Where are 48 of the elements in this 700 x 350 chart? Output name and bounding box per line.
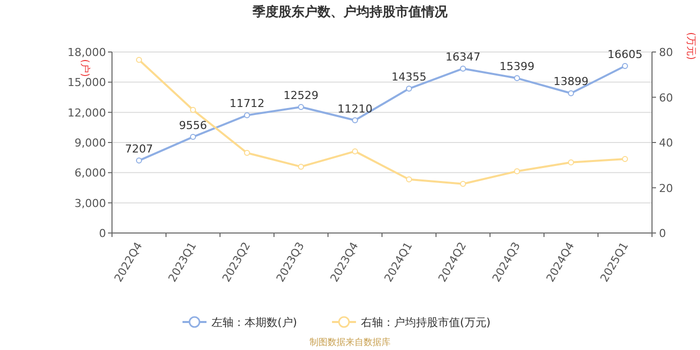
y-tick-label: 3,000	[74, 196, 106, 210]
point	[514, 168, 520, 174]
data-label: 12529	[284, 89, 318, 102]
point	[514, 75, 520, 82]
data-label: 11210	[338, 102, 372, 116]
data-label: 7207	[125, 142, 153, 156]
text: 制图数据来自数据库	[310, 337, 390, 348]
y-tick-label: 12,000	[68, 106, 106, 120]
data-label: 15399	[500, 60, 534, 74]
point	[568, 90, 574, 96]
point	[244, 150, 250, 156]
point	[190, 106, 196, 113]
point	[460, 66, 466, 72]
point	[352, 148, 358, 154]
chart-title: 季度股东户数、户均持股市值情况	[252, 4, 448, 20]
y-tick-label: 15,000	[68, 76, 106, 90]
data-label: 16347	[446, 50, 480, 64]
y-axis-title: (户)	[79, 59, 91, 77]
y-tick-label: 18,000	[68, 46, 106, 59]
y2-tick-label: 80	[659, 46, 673, 59]
point	[298, 164, 304, 170]
y2-tick-label: 40	[659, 136, 673, 150]
y-tick-label: 9,000	[74, 136, 106, 150]
y2-axis-title: (万元)	[685, 32, 696, 60]
data-label: 14355	[392, 70, 426, 84]
point	[136, 158, 142, 164]
y2-tick-label: 20	[659, 182, 673, 195]
point	[352, 117, 358, 124]
data-label: 9556	[179, 118, 207, 132]
y2-tick-label: 60	[659, 91, 673, 104]
y-tick-label: 0	[99, 227, 106, 240]
point	[460, 180, 466, 187]
y2-tick-label: 0	[659, 227, 666, 240]
point	[406, 86, 412, 92]
point	[298, 104, 304, 110]
point	[406, 176, 412, 182]
data-label: 11712	[230, 97, 264, 110]
point	[190, 134, 196, 140]
point	[136, 56, 142, 63]
point	[622, 156, 628, 162]
point	[622, 63, 628, 70]
legend-label: 左轴：本期数(户)	[212, 316, 298, 329]
data-label: 13899	[554, 75, 588, 88]
point	[568, 159, 574, 166]
data-label: 16605	[608, 48, 642, 62]
y-tick-label: 6,000	[74, 166, 106, 180]
legend-label: 右轴：户均持股市值(万元)	[361, 316, 491, 329]
point	[244, 112, 250, 118]
